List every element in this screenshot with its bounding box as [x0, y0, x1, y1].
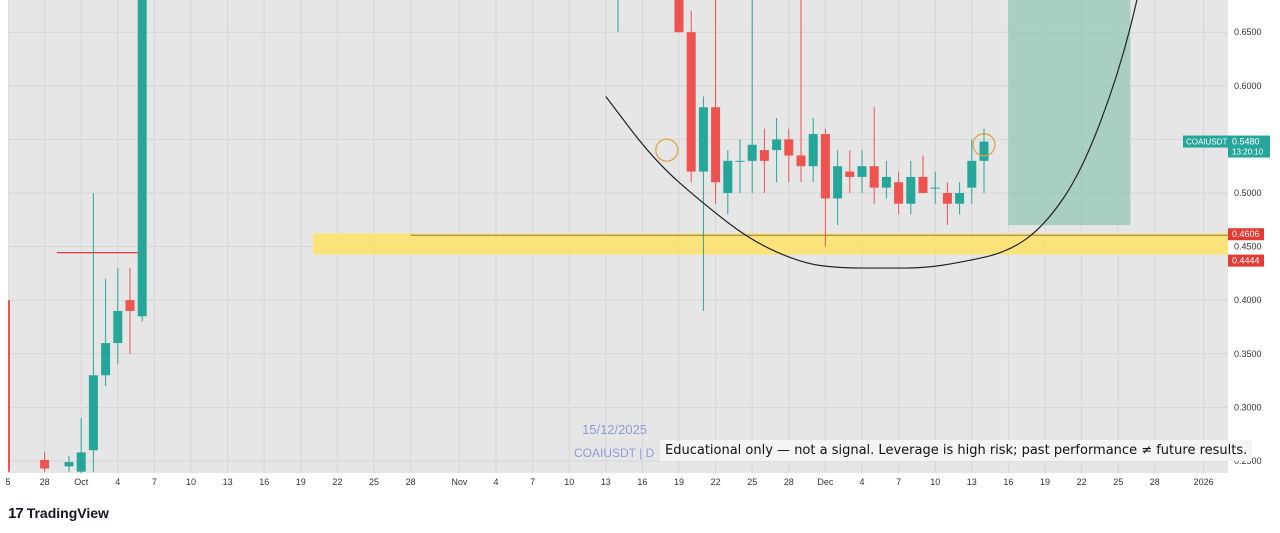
- candle-body: [686, 32, 696, 172]
- candle-body: [735, 160, 745, 162]
- target-zone-box: [1008, 0, 1131, 226]
- x-tick-label: 22: [1077, 477, 1087, 487]
- candle-body: [101, 343, 111, 376]
- candle-body: [76, 452, 86, 472]
- x-tick-label: 10: [564, 477, 574, 487]
- y-tick-label: 0.6500: [1234, 27, 1262, 37]
- candle-body: [808, 134, 818, 167]
- last-price-countdown: 13:20:10: [1232, 148, 1264, 157]
- x-tick-label: 22: [711, 477, 721, 487]
- candle-body: [88, 375, 98, 451]
- candle-body: [979, 141, 989, 161]
- x-tick-label: Oct: [74, 477, 89, 487]
- left-edge-candle: [8, 300, 10, 472]
- plot-layer: [8, 0, 1228, 473]
- last-price-value: 0.5480: [1232, 137, 1260, 147]
- annotation-circle: [972, 133, 996, 157]
- last-price-symbol: COAIUSDT: [1186, 138, 1227, 147]
- watermark-date: 15/12/2025: [582, 422, 648, 437]
- x-tick-label: 22: [332, 477, 342, 487]
- candle-body: [942, 193, 952, 204]
- candle-body: [784, 139, 794, 156]
- candle-body: [674, 0, 684, 33]
- annotation-circle: [655, 138, 679, 162]
- x-tick-label: 25: [369, 477, 379, 487]
- y-tick-label: 0.4000: [1234, 295, 1262, 305]
- x-tick-label: 19: [296, 477, 306, 487]
- x-tick-label: 25: [747, 477, 757, 487]
- x-tick-label: 4: [493, 477, 498, 487]
- x-tick-label: 16: [259, 477, 269, 487]
- y-tick-label: 0.3000: [1234, 402, 1262, 412]
- y-tick-label: 0.3500: [1234, 349, 1262, 359]
- disclaimer-text: Educational only — not a signal. Leverag…: [660, 440, 1253, 461]
- candle-body: [955, 193, 965, 204]
- price-tag-zone-low-bg: [1228, 254, 1264, 267]
- x-tick-label: 28: [784, 477, 794, 487]
- price-tag-zone-high: 0.4606: [1232, 229, 1260, 239]
- price-tag-zone-low: 0.4444: [1232, 256, 1260, 266]
- x-tick-label: 2026: [1194, 477, 1214, 487]
- candle-body: [711, 107, 721, 183]
- candle-body: [772, 139, 782, 151]
- x-tick-label: 25: [1113, 477, 1123, 487]
- x-tick-label: 7: [530, 477, 535, 487]
- candle-body: [845, 171, 855, 177]
- tradingview-logo-icon: 17: [8, 504, 24, 522]
- x-tick-label: Dec: [817, 477, 834, 487]
- candle-body: [796, 155, 806, 167]
- x-tick-label: 4: [859, 477, 864, 487]
- candle-body: [833, 166, 843, 199]
- candle-body: [857, 166, 867, 177]
- candle-body: [894, 182, 904, 204]
- price-tag-zone-high-bg: [1228, 228, 1264, 241]
- candle-body: [820, 134, 830, 199]
- candle-body: [137, 0, 147, 317]
- rounding-bottom-curve: [605, 0, 1138, 269]
- candle-body: [113, 310, 123, 344]
- candle-body: [967, 160, 977, 188]
- candle-body: [881, 176, 891, 188]
- candle-body: [64, 462, 74, 467]
- x-tick-label: 28: [1150, 477, 1160, 487]
- candle-body: [40, 459, 50, 469]
- x-tick-label: 28: [40, 477, 50, 487]
- x-tick-label: 16: [1003, 477, 1013, 487]
- candle-body: [759, 150, 769, 161]
- candle-body: [930, 187, 940, 189]
- x-tick-label: 10: [930, 477, 940, 487]
- x-tick-label: 19: [674, 477, 684, 487]
- x-tick-label: 13: [967, 477, 977, 487]
- y-tick-label: 0.5000: [1234, 188, 1262, 198]
- candle-body: [906, 176, 916, 204]
- x-tick-label: 16: [637, 477, 647, 487]
- tradingview-wordmark: TradingView: [26, 505, 109, 521]
- x-tick-label: 4: [115, 477, 120, 487]
- y-tick-label: 0.2500: [1234, 456, 1262, 466]
- last-price-tag-bg: [1228, 135, 1270, 158]
- x-tick-label: 28: [406, 477, 416, 487]
- x-tick-label: 13: [601, 477, 611, 487]
- candle-body: [125, 300, 135, 311]
- candlestick-chart[interactable]: 0.25000.30000.35000.40000.45000.50000.55…: [0, 0, 1280, 500]
- x-tick-label: 19: [1040, 477, 1050, 487]
- candle-body: [723, 160, 733, 193]
- candle-body: [918, 176, 928, 193]
- x-tick-label: 7: [896, 477, 901, 487]
- x-tick-label: 10: [186, 477, 196, 487]
- candle-body: [698, 107, 708, 172]
- x-tick-label: Nov: [451, 477, 468, 487]
- candle-body: [869, 166, 879, 188]
- watermark-symbol: COAIUSDT | D: [574, 446, 655, 460]
- x-tick-label: 7: [152, 477, 157, 487]
- y-tick-label: 0.4500: [1234, 242, 1262, 252]
- x-tick-label: 5: [5, 477, 10, 487]
- y-tick-label: 0.6000: [1234, 81, 1262, 91]
- support-zone: [313, 233, 1228, 255]
- candle-body: [747, 144, 757, 161]
- last-price-symbol-bg: [1183, 135, 1228, 148]
- brand-footer: 17 TradingView: [8, 500, 109, 526]
- x-tick-label: 13: [223, 477, 233, 487]
